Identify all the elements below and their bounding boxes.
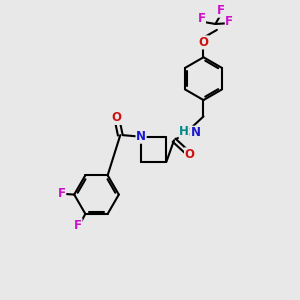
Text: F: F (197, 12, 206, 25)
Text: F: F (217, 4, 225, 17)
Text: H: H (179, 125, 189, 138)
Text: O: O (112, 111, 122, 124)
Text: N: N (190, 126, 200, 139)
Text: N: N (136, 130, 146, 143)
Text: F: F (225, 14, 233, 28)
Text: O: O (184, 148, 194, 161)
Text: F: F (58, 188, 66, 200)
Text: O: O (199, 36, 208, 49)
Text: F: F (74, 219, 82, 232)
